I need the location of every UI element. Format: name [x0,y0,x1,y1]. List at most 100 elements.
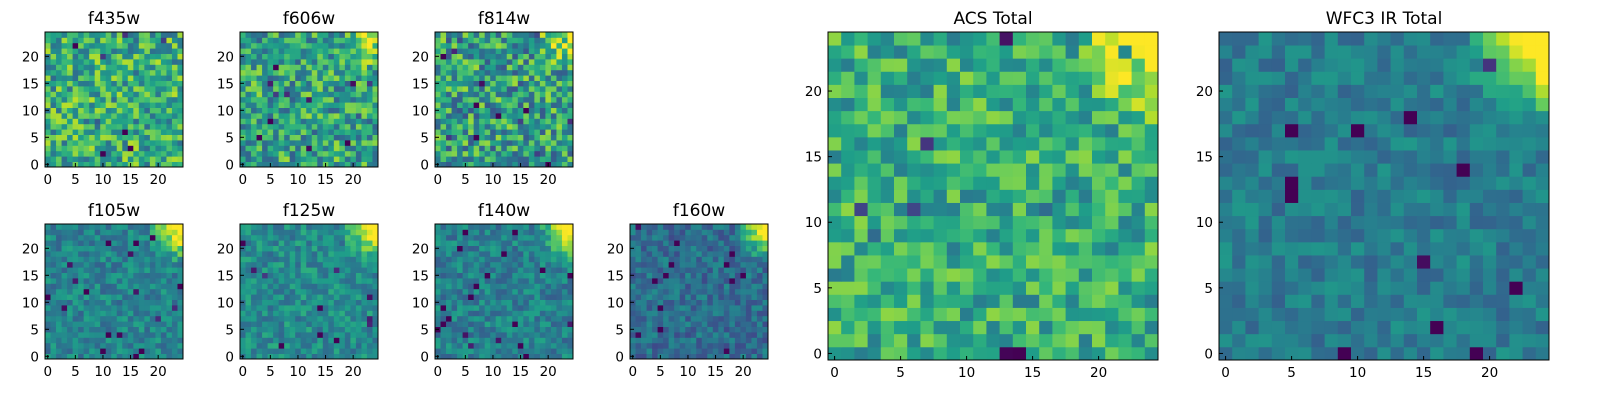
heatmap-cell [512,283,519,290]
heatmap-cell [567,310,574,317]
heatmap-cell [841,189,855,203]
heatmap-cell [462,145,469,152]
heatmap-cell [267,256,274,263]
heatmap-cell [61,310,68,317]
heatmap-cell [674,348,681,354]
heatmap-cell [479,123,486,130]
heatmap-cell [701,272,708,279]
heatmap-cell [517,140,524,146]
heatmap-cell [372,288,379,295]
heatmap-cell [479,145,486,152]
heatmap-cell [300,102,307,108]
heatmap-cell [306,53,313,60]
heatmap-cell [907,150,921,164]
heatmap-cell [328,305,335,311]
heatmap-cell [138,283,145,290]
heatmap-cell [100,272,107,279]
heatmap-cell [490,321,497,327]
heatmap-cell [696,294,703,300]
heatmap-cell [256,245,263,252]
heatmap-cell [740,240,747,246]
heatmap-cell [451,299,458,306]
heatmap-cell [745,240,752,246]
heatmap-cell [479,245,486,252]
heatmap-cell [630,229,636,236]
heatmap-cell [67,294,73,300]
heatmap-cell [111,80,118,87]
heatmap-cell [289,321,296,327]
heatmap-cell [484,342,491,349]
heatmap-cell [734,288,741,295]
heatmap-cell [372,91,379,98]
heatmap-cell [245,96,252,103]
heatmap-cell [451,59,458,65]
heatmap-cell [72,156,79,162]
heatmap-cell [512,348,519,354]
heatmap-cell [171,348,178,354]
heatmap-cell [690,251,697,257]
heatmap-cell [50,118,57,125]
heatmap-cell [646,326,653,333]
heatmap-cell [245,348,252,354]
heatmap-cell [718,278,725,284]
heatmap-cell [122,278,129,284]
heatmap-cell [94,123,101,130]
heatmap-cell [78,310,85,317]
heatmap-cell [289,332,296,338]
heatmap-cell [344,283,351,290]
heatmap-cell [240,91,246,98]
heatmap-cell [300,145,307,152]
heatmap-cell [1078,123,1093,138]
heatmap-cell [300,348,307,354]
heatmap-cell [528,118,535,125]
heatmap-cell [679,294,686,300]
heatmap-cell [484,278,491,284]
heatmap-cell [116,80,123,87]
heatmap-cell [762,283,769,290]
heatmap-cell [528,69,535,76]
heatmap-cell [105,75,112,81]
heatmap-cell [171,107,178,114]
heatmap-cell [946,294,961,308]
heatmap-cell [240,348,246,354]
y-tick-label: 5 [30,130,39,146]
heatmap-cell [841,294,855,308]
heatmap-cell [116,229,123,236]
heatmap-cell [501,353,508,360]
heatmap-cell [245,75,252,81]
heatmap-cell [333,69,340,76]
heatmap-cell [986,346,1000,361]
heatmap-cell [289,161,296,168]
heatmap-cell [641,326,647,333]
heatmap-cell [1052,320,1066,335]
heatmap-cell [718,272,725,279]
heatmap-cell [946,215,961,230]
heatmap-cell [160,310,167,317]
heatmap-cell [56,123,62,130]
heatmap-cell [78,107,85,114]
heatmap-cell [446,278,452,284]
heatmap-cell [284,256,291,263]
heatmap-cell [339,75,346,81]
heatmap-cell [523,69,530,76]
heatmap-cell [506,288,513,295]
heatmap-cell [506,251,513,257]
heatmap-cell [361,353,368,360]
heatmap-cell [372,53,379,60]
heatmap-cell [127,278,134,284]
heatmap-cell [328,32,335,38]
heatmap-cell [539,251,546,257]
heatmap-cell [740,305,747,311]
heatmap-cell [105,64,112,71]
heatmap-cell [506,48,513,54]
heatmap-cell [50,102,57,108]
heatmap-cell [652,256,658,263]
heatmap-cell [328,64,335,71]
heatmap-cell [854,123,868,138]
heatmap-cell [262,256,268,263]
heatmap-cell [366,326,373,333]
heatmap-cell [72,261,79,268]
heatmap-cell [1131,255,1146,269]
heatmap-cell [1012,163,1027,177]
heatmap-cell [920,333,934,348]
